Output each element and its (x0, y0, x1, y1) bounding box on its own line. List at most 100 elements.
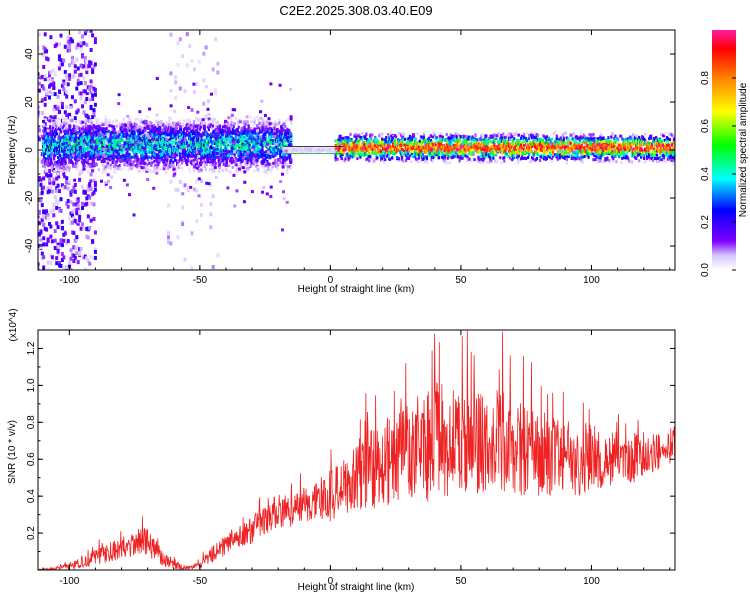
spectrogram-cell (357, 151, 360, 155)
spectrogram-cell (190, 58, 194, 63)
spectrogram-cell (181, 222, 185, 227)
spectrogram-cell (118, 149, 121, 153)
spectrogram-cell (39, 177, 43, 182)
spectrogram-cell (42, 222, 46, 227)
spectrogram-cell (126, 158, 129, 162)
spectrogram-cell (83, 140, 87, 145)
spectrogram-cell (78, 214, 82, 219)
spectrogram-cell (286, 157, 289, 161)
spectrogram-cell (42, 265, 46, 270)
spectrogram-cell (278, 118, 281, 122)
spectrogram-cell (140, 159, 143, 163)
spectrogram-cell (335, 146, 338, 150)
spectrogram-cell (227, 164, 230, 167)
spectrogram-cell (71, 162, 75, 165)
spectrogram-cell (214, 37, 217, 42)
spectrogram-cell (70, 116, 74, 120)
spectrogram-cell (45, 91, 49, 96)
spectrogram-cell (290, 137, 293, 141)
spectrogram-cell (122, 149, 125, 153)
spectrogram-cell (48, 142, 51, 146)
spectrogram-cell (52, 202, 56, 207)
spectrogram-cell (145, 154, 148, 158)
spectrogram-cell (43, 152, 46, 156)
spectrogram-cell (137, 165, 140, 169)
spectrogram-cell (207, 128, 210, 132)
spectrogram-cell (191, 129, 195, 133)
spectrogram-cell (174, 158, 177, 162)
spectrogram-cell (274, 160, 277, 164)
spectrogram-cell (66, 186, 70, 191)
spectrogram-cell (84, 166, 87, 170)
spectrogram-cell (59, 154, 62, 158)
spectrogram-cell (81, 201, 84, 206)
spectrogram-cell (208, 124, 211, 128)
spectrogram-cell (213, 135, 216, 138)
spectrogram-cell (286, 137, 289, 141)
spectrogram-cell (42, 210, 46, 215)
spectrogram-cell (67, 141, 71, 145)
spectrogram-cell (79, 96, 83, 101)
spectrogram-cell (49, 127, 52, 131)
spectrogram-cell (104, 118, 107, 122)
spectrogram-cell (214, 120, 217, 124)
spectrogram-cell (150, 129, 153, 133)
spectrogram-cell (50, 157, 53, 161)
spectrogram-cell (46, 237, 50, 242)
spectrogram-cell (69, 129, 73, 133)
spectrogram-cell (281, 153, 284, 157)
spectrogram-cell (68, 48, 72, 53)
spectrogram-cell (182, 123, 185, 126)
spectrogram-cell (286, 143, 289, 147)
spectrogram-cell (224, 135, 227, 139)
spectrogram-cell (43, 146, 46, 150)
spectrogram-cell (214, 129, 217, 134)
spectrogram-cell (204, 117, 207, 120)
spectrogram-cell (58, 168, 61, 172)
spectrogram-cell (93, 249, 97, 254)
spectrogram-cell (113, 171, 116, 174)
spectrogram-cell (198, 128, 202, 131)
spectrogram-cell (71, 164, 75, 168)
spectrogram-cell (182, 124, 185, 128)
spectrogram-cell (188, 169, 192, 173)
spectrogram-cell (274, 123, 277, 127)
spectrogram-cell (52, 85, 56, 90)
spectrogram-cell (81, 146, 84, 150)
spectrogram-cell (252, 162, 255, 166)
spectrogram-cell (153, 159, 156, 163)
spectrogram-cell (264, 130, 267, 134)
spectrogram-cell (139, 128, 142, 132)
spectrogram-cell (176, 41, 180, 46)
spectrogram-cell (208, 168, 211, 172)
spectrogram-cell (83, 129, 86, 133)
spectrogram-cell (273, 126, 276, 130)
spectrogram-cell (203, 121, 206, 125)
spectrogram-cell (234, 145, 237, 149)
spectrogram-cell (49, 82, 53, 87)
spectrogram-cell (60, 62, 64, 67)
spectrogram-cell (202, 78, 206, 83)
spectrogram-cell (88, 261, 92, 266)
spectrogram-cell (292, 146, 295, 150)
spectrogram-cell (178, 37, 182, 42)
spectrogram-cell (112, 131, 115, 135)
spectrogram-cell (71, 39, 74, 44)
spectrogram-cell (167, 138, 170, 142)
spectrogram-cell (75, 168, 79, 171)
spectrogram-cell (225, 160, 228, 164)
spectrogram-cell (87, 144, 90, 148)
spectrogram-cell (112, 156, 115, 160)
spectrogram-cell (250, 161, 253, 165)
spectrogram-cell (249, 132, 252, 136)
spectrogram-cell (55, 205, 59, 210)
spectrogram-cell (370, 137, 373, 141)
spectrogram-cell (264, 132, 267, 136)
spectrogram-cell (71, 138, 75, 142)
spectrogram-cell (202, 51, 206, 56)
spectrogram-cell (237, 165, 240, 169)
spectrogram-cell (108, 124, 111, 127)
spectrogram-cell (248, 143, 251, 147)
spectrogram-cell (210, 165, 213, 169)
spectrogram-cell (218, 125, 221, 129)
